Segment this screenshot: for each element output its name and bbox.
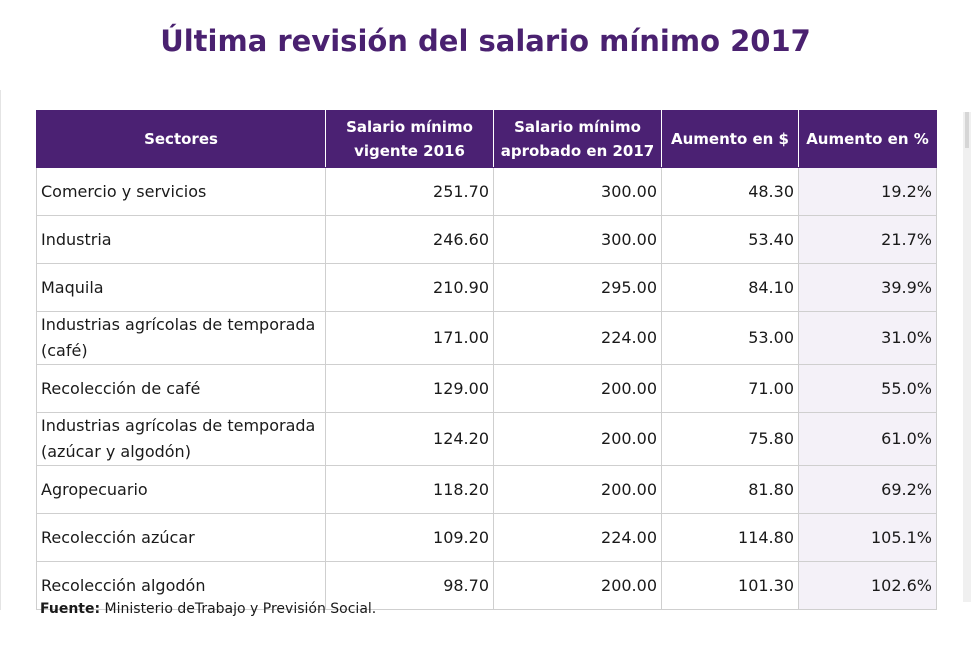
scrollbar[interactable] (963, 112, 971, 602)
cell-aumento-usd: 48.30 (661, 167, 799, 216)
cell-aumento-pct: 31.0% (798, 311, 937, 365)
table-row: Industrias agrícolas de temporada (café)… (36, 311, 937, 365)
cell-aumento-pct: 19.2% (798, 167, 937, 216)
cell-vigente-2016: 124.20 (325, 412, 494, 466)
cell-sector: Maquila (36, 263, 326, 312)
table-row: Recolección de café 129.00 200.00 71.00 55.0… (36, 364, 937, 413)
cell-aprobado-2017: 224.00 (493, 513, 662, 562)
cell-aprobado-2017: 200.00 (493, 412, 662, 466)
table-row: Industria 246.60 300.00 53.40 21.7% (36, 215, 937, 264)
cell-sector: Industrias agrícolas de temporada (café) (36, 311, 326, 365)
cell-aprobado-2017: 200.00 (493, 465, 662, 514)
cell-aumento-usd: 101.30 (661, 561, 799, 610)
column-header-sectores: Sectores (36, 110, 326, 168)
cell-aumento-usd: 84.10 (661, 263, 799, 312)
cell-vigente-2016: 98.70 (325, 561, 494, 610)
cell-aumento-usd: 71.00 (661, 364, 799, 413)
cell-aumento-pct: 102.6% (798, 561, 937, 610)
cell-sector: Agropecuario (36, 465, 326, 514)
table-row: Comercio y servicios 251.70 300.00 48.30 19.… (36, 167, 937, 216)
table-row: Maquila 210.90 295.00 84.10 39.9% (36, 263, 937, 312)
column-header-aumento-usd: Aumento en $ (661, 110, 799, 168)
table-row: Recolección azúcar 109.20 224.00 114.80 105.… (36, 513, 937, 562)
cell-aprobado-2017: 300.00 (493, 215, 662, 264)
cell-sector: Recolección azúcar (36, 513, 326, 562)
cell-aumento-pct: 21.7% (798, 215, 937, 264)
cell-vigente-2016: 251.70 (325, 167, 494, 216)
cell-aumento-pct: 39.9% (798, 263, 937, 312)
column-header-aprobado-2017: Salario mínimo aprobado en 2017 (493, 110, 662, 168)
cell-aprobado-2017: 200.00 (493, 364, 662, 413)
scrollbar-thumb[interactable] (965, 112, 969, 148)
left-frame-line (0, 90, 1, 610)
cell-aumento-usd: 75.80 (661, 412, 799, 466)
cell-aprobado-2017: 300.00 (493, 167, 662, 216)
source-label: Fuente: (40, 601, 101, 617)
cell-aumento-usd: 114.80 (661, 513, 799, 562)
cell-aumento-usd: 53.00 (661, 311, 799, 365)
salary-table: Sectores Salario mínimo vigente 2016 Sal… (36, 110, 937, 610)
cell-sector: Industrias agrícolas de temporada (azúca… (36, 412, 326, 466)
source-note: Fuente: Ministerio deTrabajo y Previsión… (40, 601, 376, 617)
cell-sector: Recolección de café (36, 364, 326, 413)
cell-vigente-2016: 109.20 (325, 513, 494, 562)
page-title: Última revisión del salario mínimo 2017 (160, 24, 811, 58)
cell-aumento-pct: 55.0% (798, 364, 937, 413)
column-header-aumento-pct: Aumento en % (798, 110, 937, 168)
column-header-vigente-2016: Salario mínimo vigente 2016 (325, 110, 494, 168)
cell-vigente-2016: 210.90 (325, 263, 494, 312)
cell-vigente-2016: 171.00 (325, 311, 494, 365)
table-header-row: Sectores Salario mínimo vigente 2016 Sal… (36, 110, 937, 168)
cell-aprobado-2017: 200.00 (493, 561, 662, 610)
cell-vigente-2016: 129.00 (325, 364, 494, 413)
cell-aprobado-2017: 295.00 (493, 263, 662, 312)
table-row: Recolección algodón 98.70 200.00 101.30 102.… (36, 561, 937, 610)
cell-aumento-pct: 61.0% (798, 412, 937, 466)
table-body: Comercio y servicios 251.70 300.00 48.30 19.… (36, 167, 937, 610)
cell-aumento-pct: 69.2% (798, 465, 937, 514)
cell-sector: Recolección algodón (36, 561, 326, 610)
cell-sector: Comercio y servicios (36, 167, 326, 216)
table-row: Industrias agrícolas de temporada (azúca… (36, 412, 937, 466)
source-text: Ministerio deTrabajo y Previsión Social. (104, 601, 377, 617)
cell-aumento-usd: 81.80 (661, 465, 799, 514)
cell-aprobado-2017: 224.00 (493, 311, 662, 365)
cell-aumento-pct: 105.1% (798, 513, 937, 562)
cell-vigente-2016: 118.20 (325, 465, 494, 514)
cell-vigente-2016: 246.60 (325, 215, 494, 264)
cell-sector: Industria (36, 215, 326, 264)
cell-aumento-usd: 53.40 (661, 215, 799, 264)
table-row: Agropecuario 118.20 200.00 81.80 69.2% (36, 465, 937, 514)
